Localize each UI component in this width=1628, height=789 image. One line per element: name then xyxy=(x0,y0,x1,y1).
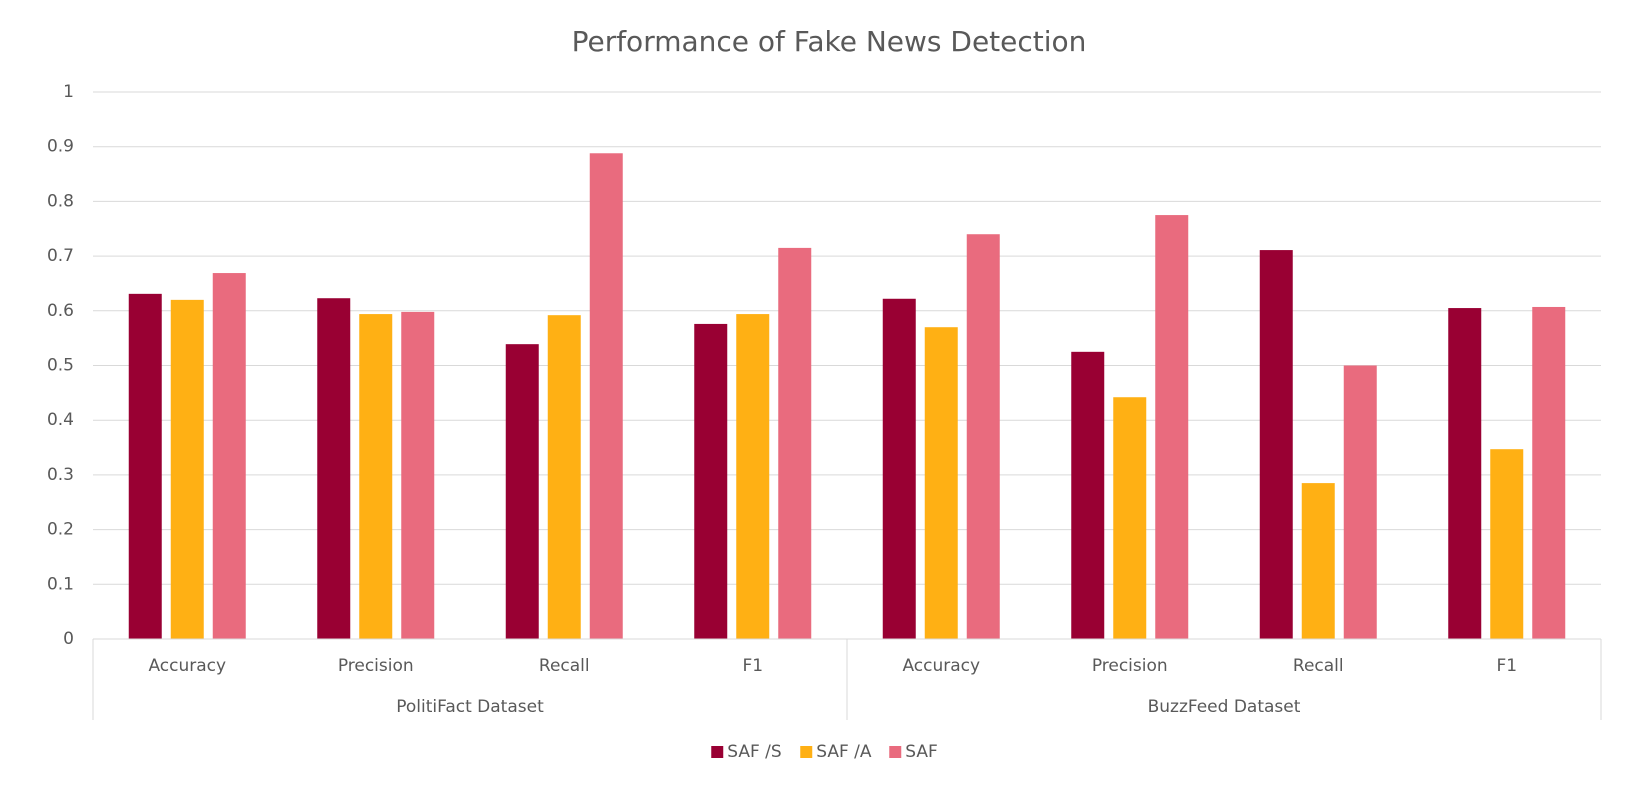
y-tick-label: 0 xyxy=(63,629,74,649)
x-tick-label: Precision xyxy=(1092,656,1168,676)
legend-label: SAF /S xyxy=(727,742,781,762)
bar xyxy=(128,293,162,639)
y-tick-label: 0.6 xyxy=(47,301,74,321)
y-tick-label: 0.1 xyxy=(47,574,74,594)
bar xyxy=(966,234,1000,639)
x-tick-label: F1 xyxy=(742,656,763,676)
bar xyxy=(1490,449,1524,639)
bar xyxy=(1448,308,1482,639)
chart-title: Performance of Fake News Detection xyxy=(572,25,1087,58)
x-tick-label: Precision xyxy=(338,656,414,676)
y-tick-label: 0.2 xyxy=(47,520,74,540)
bar xyxy=(736,314,770,639)
bar xyxy=(882,298,916,639)
x-tick-label: Accuracy xyxy=(148,656,226,676)
bar xyxy=(1155,215,1189,639)
bar xyxy=(212,273,246,639)
legend-swatch xyxy=(711,746,724,758)
y-tick-label: 1 xyxy=(63,82,74,102)
legend-label: SAF xyxy=(905,742,938,762)
y-tick-label: 0.9 xyxy=(47,137,74,157)
bar xyxy=(778,247,812,639)
bar xyxy=(359,314,393,639)
bar xyxy=(170,299,204,639)
bar xyxy=(1113,397,1147,639)
bar xyxy=(505,344,539,639)
x-tick-label: Recall xyxy=(539,656,590,676)
bar xyxy=(694,323,728,639)
x-tick-label: F1 xyxy=(1496,656,1517,676)
group-label: BuzzFeed Dataset xyxy=(1148,697,1301,717)
bar xyxy=(1532,306,1566,639)
bar xyxy=(1071,351,1105,639)
group-label: PolitiFact Dataset xyxy=(396,697,544,717)
bar xyxy=(924,327,958,639)
legend-label: SAF /A xyxy=(816,742,872,762)
bar xyxy=(589,153,623,639)
y-tick-label: 0.7 xyxy=(47,246,74,266)
x-tick-label: Accuracy xyxy=(902,656,980,676)
bar xyxy=(1343,365,1377,639)
bar xyxy=(1301,483,1335,639)
bar xyxy=(1259,250,1293,639)
y-tick-label: 0.4 xyxy=(47,410,74,430)
bar xyxy=(401,311,435,639)
y-tick-label: 0.3 xyxy=(47,465,74,485)
y-tick-label: 0.8 xyxy=(47,191,74,211)
bar xyxy=(547,315,581,639)
legend-swatch xyxy=(889,746,902,758)
bar xyxy=(317,298,351,639)
y-tick-label: 0.5 xyxy=(47,356,74,376)
legend-swatch xyxy=(800,746,813,758)
x-tick-label: Recall xyxy=(1293,656,1344,676)
